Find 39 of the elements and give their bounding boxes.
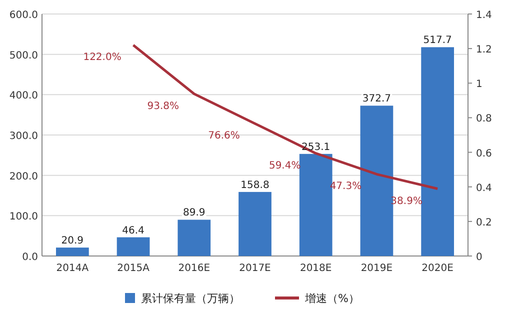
y2-tick-label: 0.4 xyxy=(476,182,492,194)
y-tick-label: 200.0 xyxy=(9,171,38,182)
y2-tick-label: 0.2 xyxy=(476,217,492,228)
x-tick-label: 2015A xyxy=(117,263,150,274)
y2-tick-label: 0.8 xyxy=(476,114,492,125)
y2-tick-label: 1 xyxy=(476,79,482,90)
data-label: 158.8 xyxy=(240,180,270,191)
data-label: 89.9 xyxy=(183,208,206,219)
y-tick-label: 0.0 xyxy=(22,252,38,263)
y2-tick-label: 0 xyxy=(476,252,482,263)
y-tick-label: 500.0 xyxy=(9,50,38,62)
bar xyxy=(238,192,272,256)
data-label: 76.6% xyxy=(208,130,240,142)
data-label: 517.7 xyxy=(423,35,452,46)
y-tick-label: 300.0 xyxy=(9,131,38,142)
x-tick-label: 2018E xyxy=(300,263,332,274)
x-tick-label: 2017E xyxy=(239,263,271,274)
bar xyxy=(421,47,454,256)
legend-label: 增速（%） xyxy=(304,292,360,305)
y2-tick-label: 0.6 xyxy=(476,148,492,160)
data-label: 93.8% xyxy=(147,100,180,112)
legend-label: 累计保有量（万辆） xyxy=(141,292,240,305)
x-tick-label: 2014A xyxy=(56,263,89,274)
x-tick-label: 2020E xyxy=(422,263,454,274)
data-label: 46.4 xyxy=(122,225,144,236)
y-tick-label: 100.0 xyxy=(9,212,38,223)
y-tick-label: 600.0 xyxy=(9,10,38,21)
data-label: 372.7 xyxy=(362,94,392,105)
bar xyxy=(178,220,211,256)
line-series xyxy=(132,44,439,190)
y2-tick-label: 1.2 xyxy=(476,44,492,56)
y-tick-label: 400.0 xyxy=(9,90,38,102)
x-tick-label: 2016E xyxy=(178,263,210,274)
y2-tick-label: 1.4 xyxy=(476,10,492,21)
bar xyxy=(56,248,89,256)
bar xyxy=(116,237,150,256)
data-label: 20.9 xyxy=(61,236,84,247)
x-tick-label: 2019E xyxy=(360,263,393,274)
data-label: 122.0% xyxy=(83,52,122,64)
